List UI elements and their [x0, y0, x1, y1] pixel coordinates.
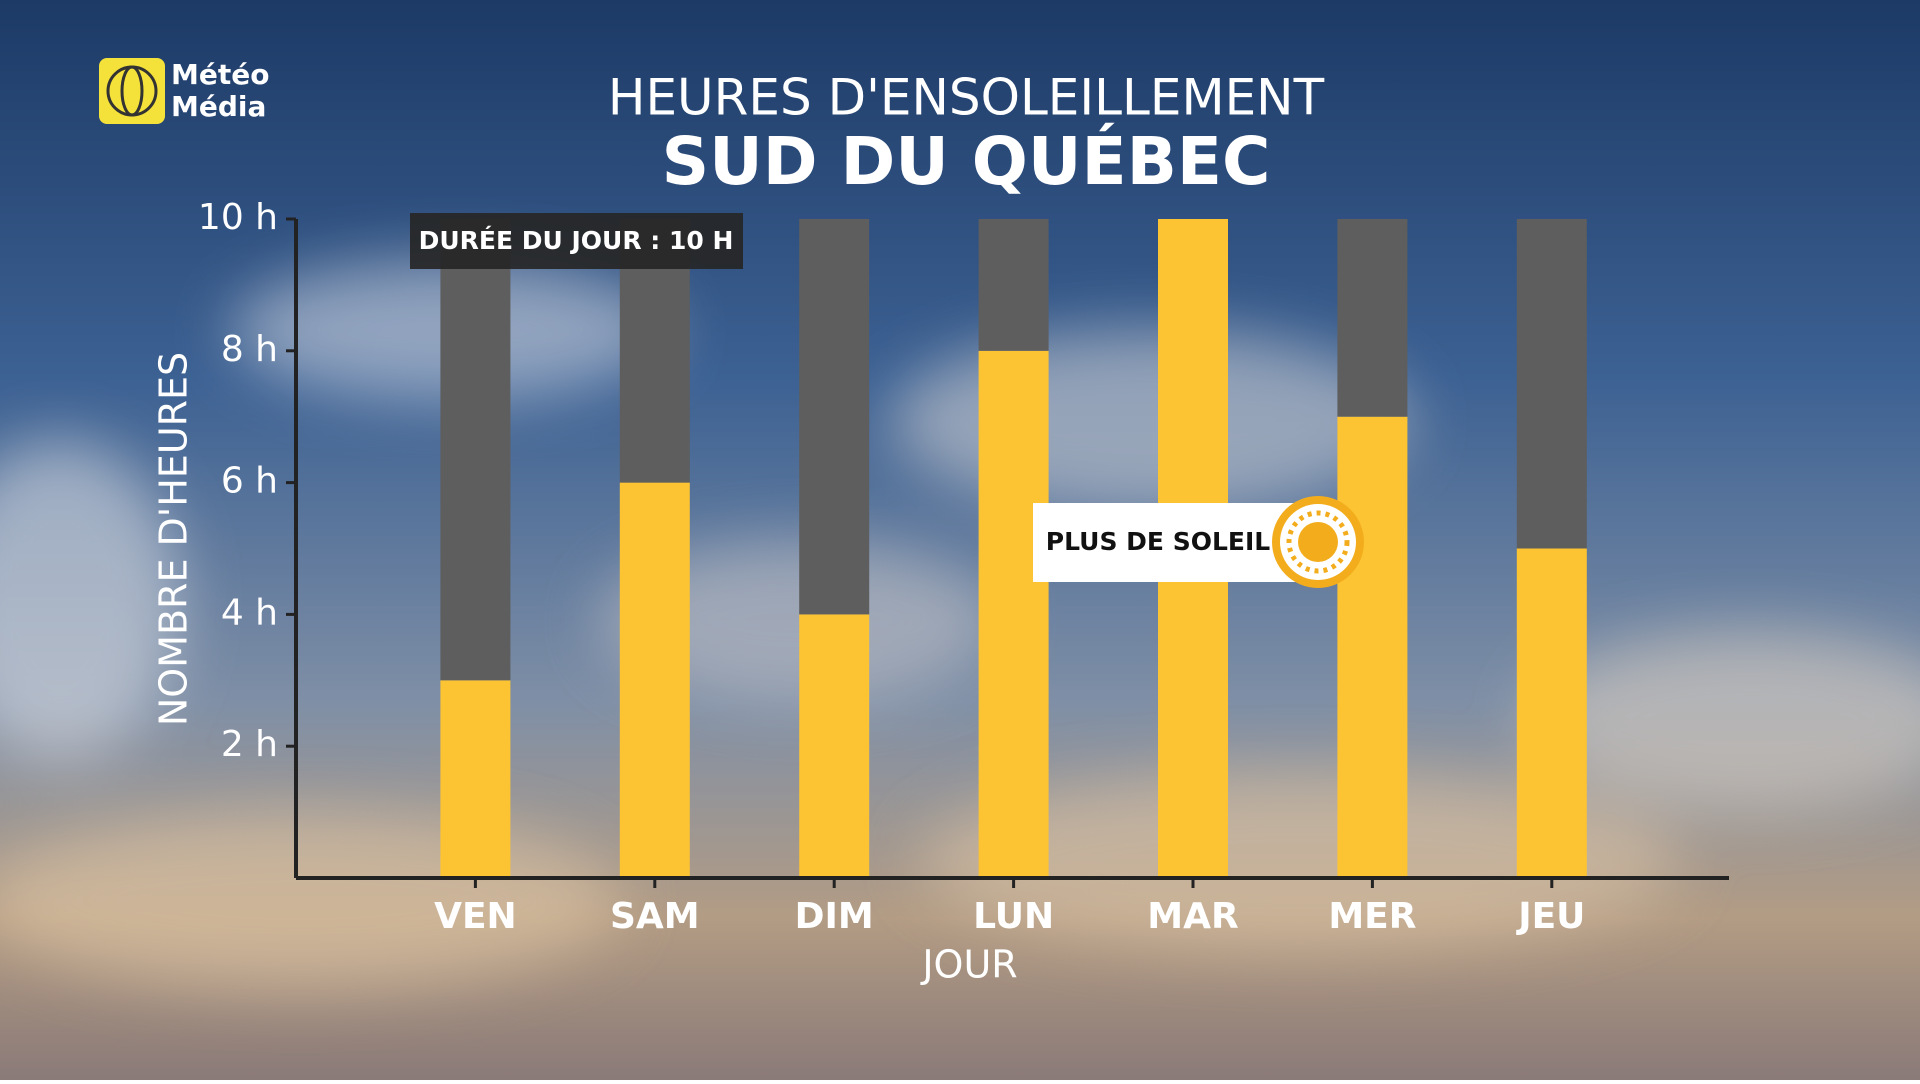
- annotation-text: PLUS DE SOLEIL: [1046, 527, 1270, 556]
- x-tick-label: JEU: [1515, 896, 1585, 937]
- x-tick-label: VEN: [434, 896, 517, 937]
- bar: [799, 614, 870, 878]
- sun-rays: [1286, 510, 1350, 574]
- annotation-daylength: DURÉE DU JOUR : 10 H: [410, 213, 743, 269]
- bar: [440, 680, 511, 878]
- bar: [978, 219, 1049, 351]
- chart-title: HEURES D'ENSOLEILLEMENT: [608, 69, 1325, 127]
- annotation-sun: PLUS DE SOLEIL: [1033, 496, 1364, 588]
- y-tick-label: 6 h: [221, 461, 278, 502]
- x-tick-label: LUN: [973, 896, 1054, 937]
- sun-core: [1298, 522, 1338, 562]
- chart-subtitle: SUD DU QUÉBEC: [662, 122, 1271, 200]
- plot: 2 h 4 h 6 h 8 h 10 h VEN SAM DIM LUN MAR MER JEU: [198, 197, 1729, 937]
- bar: [440, 219, 511, 681]
- bar: [1516, 219, 1587, 549]
- y-tick-label: 4 h: [221, 592, 278, 633]
- bar: [978, 350, 1049, 878]
- y-tick-label: 2 h: [221, 724, 278, 765]
- logo-text: Média: [171, 90, 266, 123]
- y-tick-label: 10 h: [198, 197, 278, 238]
- x-axis-label: JOUR: [920, 943, 1017, 987]
- bar: [1337, 416, 1408, 878]
- annotation-text: DURÉE DU JOUR : 10 H: [419, 226, 734, 255]
- x-tick-label: MER: [1328, 896, 1416, 937]
- logo-globe-line: [120, 65, 144, 117]
- logo-text: Météo: [171, 58, 269, 91]
- y-tick-label: 8 h: [221, 329, 278, 370]
- bar: [619, 482, 690, 878]
- annotation-box: [1033, 503, 1318, 582]
- annotation-box: [410, 213, 743, 269]
- x-tick-label: SAM: [610, 896, 700, 937]
- bar: [1337, 219, 1408, 417]
- y-axis-label: NOMBRE D'HEURES: [152, 352, 196, 726]
- x-tick-label: MAR: [1147, 896, 1238, 937]
- bar: [1516, 548, 1587, 878]
- logo: Météo Média: [99, 58, 269, 124]
- x-tick-label: DIM: [795, 896, 874, 937]
- bar: [799, 219, 870, 615]
